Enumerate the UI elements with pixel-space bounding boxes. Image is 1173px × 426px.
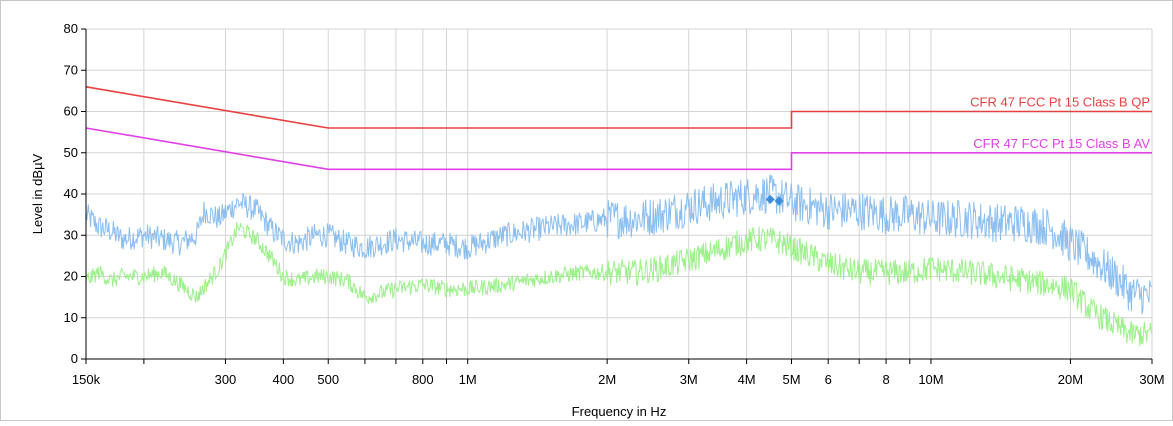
y-tick-label: 80 — [64, 21, 78, 36]
x-tick-label: 30M — [1139, 372, 1164, 387]
x-tick-label: 2M — [598, 372, 616, 387]
x-axis-label: Frequency in Hz — [572, 404, 667, 419]
x-tick-label: 4M — [738, 372, 756, 387]
x-tick-label: 10M — [918, 372, 943, 387]
y-tick-label: 50 — [64, 145, 78, 160]
x-tick-label: 400 — [272, 372, 294, 387]
x-tick-label: 800 — [412, 372, 434, 387]
y-tick-label: 10 — [64, 310, 78, 325]
x-tick-label: 20M — [1058, 372, 1083, 387]
labels: 0 10 20 30 40 50 60 70 80 150k 300 400 500 800 1M 2M 3M 4… — [64, 21, 1165, 387]
limit-line — [85, 127, 1152, 171]
final-measurement-point — [774, 196, 784, 206]
axes — [81, 28, 1153, 364]
x-tick-label: 1M — [459, 372, 477, 387]
x-tick-label: 8 — [882, 372, 889, 387]
y-tick-label: 60 — [64, 104, 78, 119]
y-tick-label: 20 — [64, 269, 78, 284]
y-tick-label: 30 — [64, 227, 78, 242]
x-tick-label: 6 — [825, 372, 832, 387]
series-group — [85, 86, 1153, 347]
average-scan-trace — [85, 222, 1153, 347]
x-tick-label: 5M — [782, 372, 800, 387]
y-tick-label: 40 — [64, 186, 78, 201]
x-tick-label: 300 — [215, 372, 237, 387]
final-measurement-point — [765, 194, 775, 204]
x-tick-label: 150k — [72, 372, 101, 387]
y-axis-label: Level in dBµV — [30, 153, 45, 234]
limit-line-label: CFR 47 FCC Pt 15 Class B QP — [970, 95, 1150, 110]
y-tick-label: 0 — [71, 351, 78, 366]
y-tick-label: 70 — [64, 62, 78, 77]
limit-line — [85, 86, 1152, 129]
limit-line-label: CFR 47 FCC Pt 15 Class B AV — [973, 136, 1150, 151]
x-tick-label: 500 — [317, 372, 339, 387]
peak-scan-trace — [85, 174, 1153, 315]
x-tick-label: 3M — [680, 372, 698, 387]
